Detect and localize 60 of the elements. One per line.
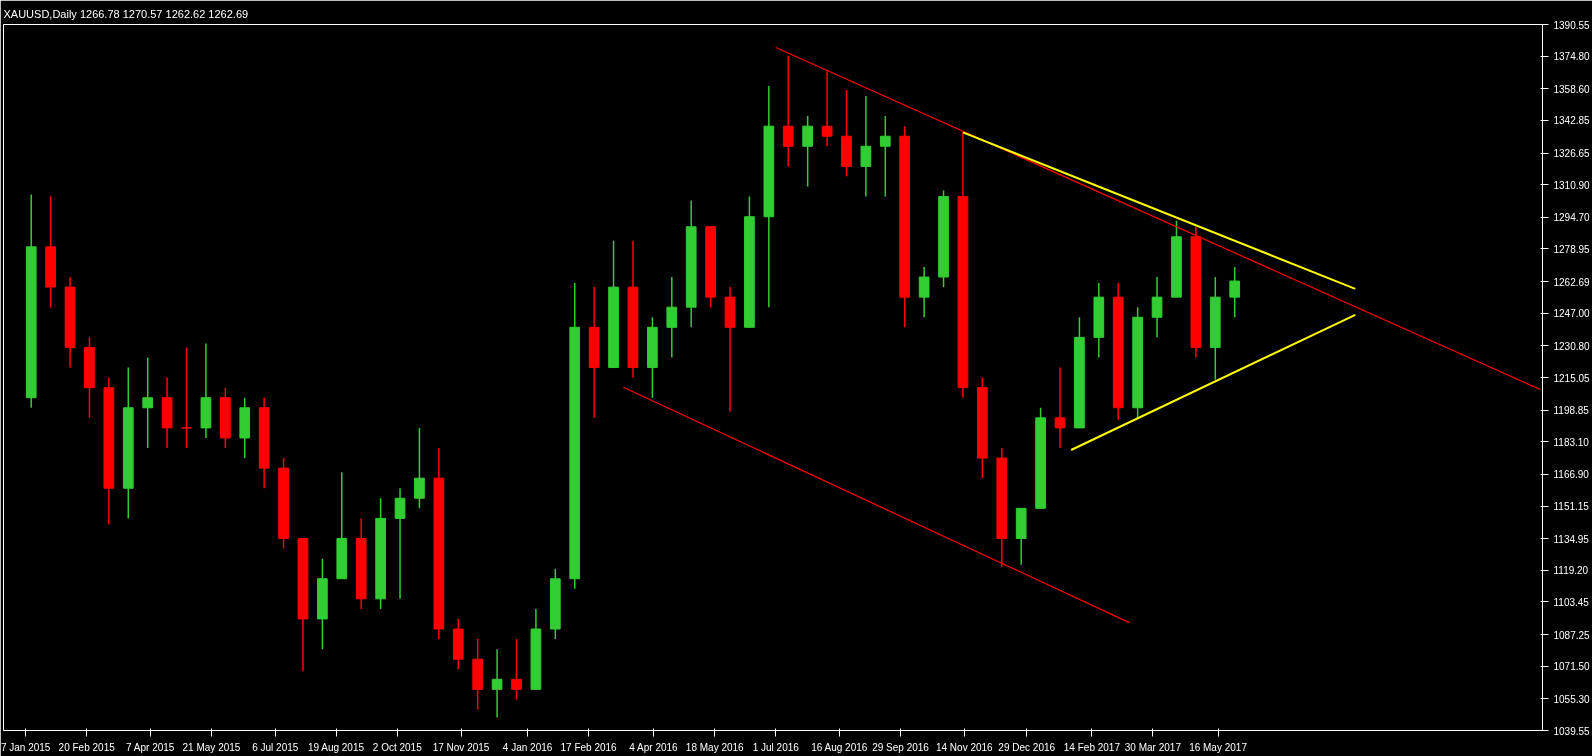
candlestick bbox=[414, 427, 425, 510]
x-tick-label: 1 Jul 2016 bbox=[752, 741, 800, 753]
candlestick bbox=[666, 276, 678, 359]
y-tick-label: 1215.05 bbox=[1553, 372, 1591, 384]
x-tick-label: 29 Dec 2016 bbox=[998, 741, 1056, 753]
x-tick-label: 17 Nov 2015 bbox=[432, 741, 490, 753]
candlestick bbox=[782, 55, 794, 168]
candlestick bbox=[394, 487, 406, 600]
x-tick-label: 21 May 2015 bbox=[182, 741, 241, 753]
candlestick bbox=[918, 266, 930, 319]
y-tick-label: 1247.00 bbox=[1553, 308, 1591, 320]
y-tick-label: 1374.80 bbox=[1553, 51, 1591, 63]
y-tick-label: 1087.25 bbox=[1553, 629, 1591, 641]
y-tick-label: 1294.70 bbox=[1553, 212, 1591, 224]
y-tick-label: 1103.45 bbox=[1553, 596, 1590, 608]
candlestick bbox=[879, 115, 891, 198]
y-tick-label: 1278.95 bbox=[1553, 243, 1591, 255]
candlestick bbox=[142, 356, 154, 449]
x-tick-label: 16 May 2017 bbox=[1189, 741, 1248, 753]
y-tick-label: 1119.20 bbox=[1553, 565, 1589, 577]
y-tick-label: 1262.69 bbox=[1553, 276, 1591, 288]
candlestick bbox=[860, 95, 872, 198]
candlestick bbox=[1054, 366, 1066, 449]
y-tick-label: 1326.65 bbox=[1553, 148, 1591, 160]
x-tick-label: 17 Feb 2016 bbox=[560, 741, 618, 753]
y-tick-label: 1071.50 bbox=[1553, 661, 1591, 673]
y-tick-label: 1310.90 bbox=[1553, 179, 1591, 191]
x-tick-label: 4 Jan 2016 bbox=[502, 741, 553, 753]
y-tick-label: 1230.80 bbox=[1553, 340, 1591, 352]
x-tick-label: 4 Apr 2016 bbox=[629, 741, 679, 753]
candlestick bbox=[821, 69, 833, 148]
x-tick-label: 29 Sep 2016 bbox=[872, 741, 930, 753]
y-tick-label: 1198.85 bbox=[1553, 405, 1590, 417]
candlestick bbox=[491, 648, 503, 719]
y-tick-label: 1390.55 bbox=[1553, 19, 1591, 31]
candlestick bbox=[1229, 266, 1241, 319]
x-tick-label: 7 Apr 2015 bbox=[126, 741, 175, 753]
y-tick-label: 1055.30 bbox=[1553, 693, 1591, 705]
x-tick-label: 7 Jan 2015 bbox=[0, 741, 51, 753]
y-tick-label: 1039.55 bbox=[1553, 725, 1591, 737]
candlestick bbox=[511, 638, 522, 701]
x-tick-label: 19 Aug 2015 bbox=[307, 741, 365, 753]
candlestick bbox=[181, 346, 192, 449]
x-tick-label: 16 Aug 2016 bbox=[811, 741, 868, 753]
x-tick-label: 14 Feb 2017 bbox=[1063, 741, 1121, 753]
x-tick-label: 14 Nov 2016 bbox=[935, 741, 994, 753]
x-tick-label: 18 May 2016 bbox=[685, 741, 745, 753]
y-tick-label: 1342.85 bbox=[1553, 115, 1591, 127]
x-tick-label: 2 Oct 2015 bbox=[372, 741, 423, 753]
y-tick-label: 1183.10 bbox=[1553, 436, 1590, 448]
y-tick-label: 1166.90 bbox=[1553, 469, 1590, 481]
x-tick-label: 6 Jul 2015 bbox=[252, 741, 299, 753]
x-tick-label: 20 Feb 2015 bbox=[58, 741, 116, 753]
chart-title: XAUUSD,Daily 1266.78 1270.57 1262.62 1262.69 bbox=[3, 7, 249, 20]
candlestick bbox=[802, 115, 814, 188]
y-tick-label: 1151.15 bbox=[1553, 501, 1590, 513]
y-tick-label: 1358.60 bbox=[1553, 83, 1591, 95]
candlestick bbox=[1151, 276, 1163, 339]
x-tick-label: 30 Mar 2017 bbox=[1124, 741, 1182, 753]
y-tick-label: 1134.95 bbox=[1553, 533, 1590, 545]
